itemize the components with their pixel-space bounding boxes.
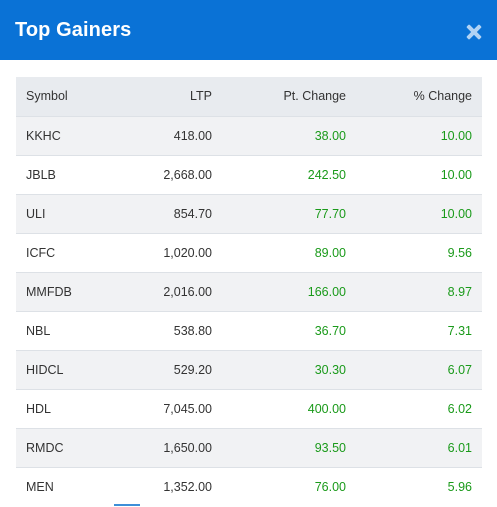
symbol-cell: RMDC: [26, 440, 64, 455]
ltp-cell: 538.80: [173, 323, 212, 338]
symbol-cell: JBLB: [26, 167, 56, 182]
pct-change-cell: 10.00: [440, 167, 472, 182]
ltp-cell: 529.20: [173, 362, 212, 377]
gainers-table-container: Symbol LTP Pt. Change % Change KKHC 418.0…: [16, 77, 482, 506]
close-icon[interactable]: [465, 23, 483, 41]
pct-change-cell: 6.02: [447, 401, 472, 416]
modal-header: Top Gainers: [0, 0, 497, 60]
ltp-cell: 418.00: [173, 128, 212, 143]
symbol-cell: MEN: [26, 479, 54, 494]
table-row[interactable]: MEN 1,352.00 76.00 5.96: [16, 467, 482, 506]
pct-change-cell: 10.00: [440, 128, 472, 143]
modal-title: Top Gainers: [15, 18, 132, 41]
table-body: KKHC 418.00 38.00 10.00 JBLB 2,668.00 242.50 10…: [16, 116, 482, 506]
pt-change-cell: 76.00: [314, 479, 346, 494]
table-header: Symbol LTP Pt. Change % Change: [16, 77, 482, 116]
pct-change-cell: 5.96: [447, 479, 472, 494]
pt-change-cell: 30.30: [314, 362, 346, 377]
pct-change-cell: 6.07: [447, 362, 472, 377]
symbol-cell: KKHC: [26, 128, 61, 143]
gainers-table: Symbol LTP Pt. Change % Change KKHC 418.0…: [16, 77, 482, 506]
ltp-cell: 1,352.00: [163, 479, 212, 494]
pct-change-cell: 6.01: [447, 440, 472, 455]
symbol-cell: MMFDB: [26, 284, 72, 299]
symbol-cell: ULI: [26, 206, 46, 221]
pt-change-cell: 166.00: [307, 284, 346, 299]
ltp-cell: 854.70: [173, 206, 212, 221]
column-header-ltp[interactable]: LTP: [190, 89, 212, 104]
table-row[interactable]: KKHC 418.00 38.00 10.00: [16, 116, 482, 155]
pt-change-cell: 36.70: [314, 323, 346, 338]
ltp-cell: 2,016.00: [163, 284, 212, 299]
pt-change-cell: 38.00: [314, 128, 346, 143]
header-row: Symbol LTP Pt. Change % Change: [16, 77, 482, 116]
table-row[interactable]: HIDCL 529.20 30.30 6.07: [16, 350, 482, 389]
table-row[interactable]: NBL 538.80 36.70 7.31: [16, 311, 482, 350]
symbol-cell: ICFC: [26, 245, 56, 260]
column-header-symbol[interactable]: Symbol: [26, 89, 68, 104]
pt-change-cell: 89.00: [314, 245, 346, 260]
table-row[interactable]: HDL 7,045.00 400.00 6.02: [16, 389, 482, 428]
pt-change-cell: 400.00: [307, 401, 346, 416]
pct-change-cell: 9.56: [447, 245, 472, 260]
pct-change-cell: 8.97: [447, 284, 472, 299]
pt-change-cell: 93.50: [314, 440, 346, 455]
pt-change-cell: 242.50: [307, 167, 346, 182]
table-row[interactable]: JBLB 2,668.00 242.50 10.00: [16, 155, 482, 194]
scroll-indicator[interactable]: [114, 504, 140, 506]
ltp-cell: 2,668.00: [163, 167, 212, 182]
symbol-cell: NBL: [26, 323, 51, 338]
column-header-pt-change[interactable]: Pt. Change: [283, 89, 346, 104]
ltp-cell: 1,650.00: [163, 440, 212, 455]
table-row[interactable]: ICFC 1,020.00 89.00 9.56: [16, 233, 482, 272]
ltp-cell: 7,045.00: [163, 401, 212, 416]
column-header-pct-change[interactable]: % Change: [413, 89, 472, 104]
pct-change-cell: 10.00: [440, 206, 472, 221]
table-row[interactable]: ULI 854.70 77.70 10.00: [16, 194, 482, 233]
symbol-cell: HDL: [26, 401, 52, 416]
pct-change-cell: 7.31: [447, 323, 472, 338]
table-row[interactable]: RMDC 1,650.00 93.50 6.01: [16, 428, 482, 467]
ltp-cell: 1,020.00: [163, 245, 212, 260]
table-row[interactable]: MMFDB 2,016.00 166.00 8.97: [16, 272, 482, 311]
symbol-cell: HIDCL: [26, 362, 64, 377]
pt-change-cell: 77.70: [314, 206, 346, 221]
